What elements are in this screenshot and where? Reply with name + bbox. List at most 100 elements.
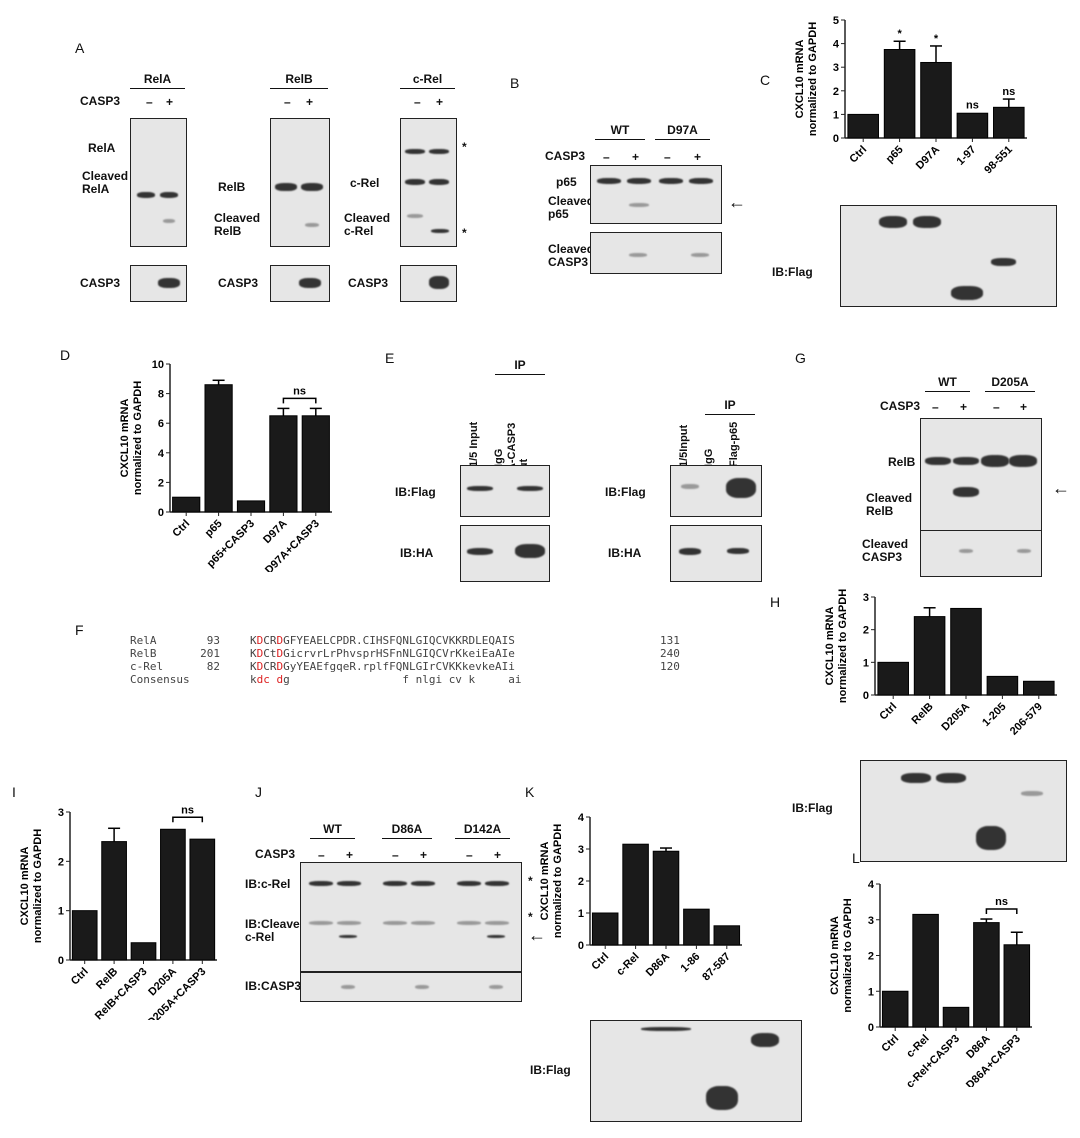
y-axis-label-line: normalized to GAPDH: [132, 381, 144, 495]
y-axis-label-line: CXCL10 mRNA: [119, 399, 131, 478]
significance-bracket: [985, 908, 1018, 915]
chart-d: CXCL10 mRNAnormalized to GAPDH 0 2 4 6 8 10 Ctr…: [100, 352, 340, 576]
residue-span: D: [276, 634, 284, 647]
y-axis-label: CXCL10 mRNAnormalized to GAPDH: [539, 824, 564, 938]
y-axis-label: CXCL10 mRNAnormalized to GAPDH: [19, 829, 44, 943]
significance-label: *: [934, 33, 939, 45]
rela-blot: [130, 118, 187, 247]
y-tick-label: 4: [158, 448, 165, 460]
y-axis-label: CXCL10 mRNAnormalized to GAPDH: [824, 589, 849, 703]
residue-span: GyYEAEfgqeR.rplfFQNLGIrCVKKkevkeAIi: [283, 660, 515, 673]
bar: [877, 661, 909, 696]
casp3-blot: [400, 265, 457, 302]
panel-label-a: A: [75, 40, 85, 56]
y-axis-label-line: CXCL10 mRNA: [824, 607, 836, 686]
bar: [591, 912, 619, 946]
residue-span: k: [250, 673, 257, 686]
residue-span: K: [250, 647, 257, 660]
d142a-header: D142A: [455, 822, 510, 839]
bar: [189, 838, 216, 961]
minus-sign: –: [603, 150, 610, 164]
panel-label-b: B: [510, 75, 520, 91]
bar: [881, 990, 909, 1028]
sequence-cell: 120: [660, 660, 680, 673]
ib-casp3-label: IB:CASP3: [245, 979, 302, 993]
residue-span: D: [276, 660, 284, 673]
y-tick-label: 3: [833, 62, 839, 74]
x-tick-label: RelB: [910, 701, 936, 727]
x-tick-label: RelB: [94, 966, 120, 992]
minus-sign: –: [664, 150, 671, 164]
ib-ha-blot: [460, 525, 550, 582]
casp3-blot: [270, 265, 330, 302]
x-tick-label: D86A: [644, 951, 672, 979]
x-tick-label: D97A: [914, 144, 942, 172]
rela-label: RelA: [88, 141, 116, 155]
p65-label: p65: [556, 175, 577, 189]
y-tick-label: 2: [578, 876, 584, 888]
y-axis-label-line: CXCL10 mRNA: [794, 40, 806, 119]
residue-span: g f nlgi cv k ai: [283, 673, 522, 686]
significance-label: ns: [966, 100, 979, 112]
wt-header: WT: [925, 375, 970, 392]
c-rel-blot: [300, 862, 522, 972]
x-tick-label: 206-579: [1008, 701, 1045, 738]
residue-span: GFYEAELCPDR.CIHSFQNLGIQCVKKRDLEQAIS: [283, 634, 515, 647]
bar: [993, 106, 1025, 139]
plus-sign: +: [436, 95, 444, 109]
bar: [956, 112, 989, 139]
lane-label: Flag-p65: [728, 421, 740, 467]
panel-label-l: L: [852, 850, 860, 866]
sequence-cell: RelA: [130, 634, 157, 647]
chart-c: CXCL10 mRNAnormalized to GAPDH 0 1 2 3 4 5 Ctrl…: [775, 8, 1035, 198]
y-tick-label: 3: [58, 807, 64, 819]
bar: [683, 908, 710, 946]
bar: [913, 616, 946, 696]
y-axis-label: CXCL10 mRNAnormalized to GAPDH: [829, 898, 854, 1012]
x-tick-label: Ctrl: [879, 1033, 901, 1055]
y-tick-label: 1: [578, 908, 584, 920]
asterisk: *: [462, 140, 467, 154]
y-tick-label: 3: [868, 915, 874, 927]
cleaved-rela-label: Cleaved RelA: [82, 169, 129, 196]
significance-label: ns: [1002, 86, 1015, 98]
cleaved-casp3-blot: [920, 530, 1042, 577]
minus-sign: –: [392, 848, 399, 862]
y-tick-label: 2: [833, 86, 839, 98]
cleaved-casp3-label: Cleaved CASP3: [862, 537, 909, 564]
chart-k: CXCL10 mRNAnormalized to GAPDH 0 1 2 3 4 Ctrl c…: [520, 805, 750, 1005]
p65-blot: [590, 165, 722, 224]
ip-header: IP: [705, 398, 755, 415]
casp3-row-label: CASP3: [80, 94, 121, 108]
bar: [236, 500, 266, 513]
sequence-row: KDCtDGicrvrLrPhvsprHSFnNLGIQCVrKkeiEaAIe: [250, 647, 515, 660]
bar: [986, 675, 1019, 696]
cleaved-p65-label: Cleaved p65: [548, 194, 595, 221]
x-tick-label: Ctrl: [69, 966, 91, 988]
y-tick-label: 4: [868, 879, 875, 891]
residue-span: CR: [263, 634, 277, 647]
residue-span: d: [276, 673, 284, 686]
y-tick-label: 3: [863, 592, 869, 604]
panel-label-d: D: [60, 347, 71, 363]
y-axis-label: CXCL10 mRNAnormalized to GAPDH: [119, 381, 144, 495]
casp3-row-label: CASP3: [255, 847, 296, 861]
panel-label-j: J: [255, 784, 262, 800]
ib-flag-label: IB:Flag: [395, 485, 436, 499]
bar: [973, 922, 1000, 1028]
y-axis-label-line: CXCL10 mRNA: [539, 842, 551, 921]
y-tick-label: 0: [58, 955, 64, 967]
significance-label: ns: [995, 896, 1008, 908]
plus-sign: +: [346, 848, 354, 862]
y-axis-label-line: CXCL10 mRNA: [19, 847, 31, 926]
ib-ha-label: IB:HA: [608, 546, 642, 560]
x-tick-label: 1-205: [980, 701, 1008, 729]
y-tick-label: 8: [158, 389, 164, 401]
bar-chart-svg: CXCL10 mRNAnormalized to GAPDH 0 1 2 3 4 Ctrl c…: [829, 879, 1032, 1091]
relb-header: RelB: [270, 72, 328, 89]
minus-sign: –: [318, 848, 325, 862]
y-tick-label: 4: [578, 812, 585, 824]
minus-sign: –: [932, 400, 939, 414]
x-tick-label: D97A: [261, 518, 289, 546]
